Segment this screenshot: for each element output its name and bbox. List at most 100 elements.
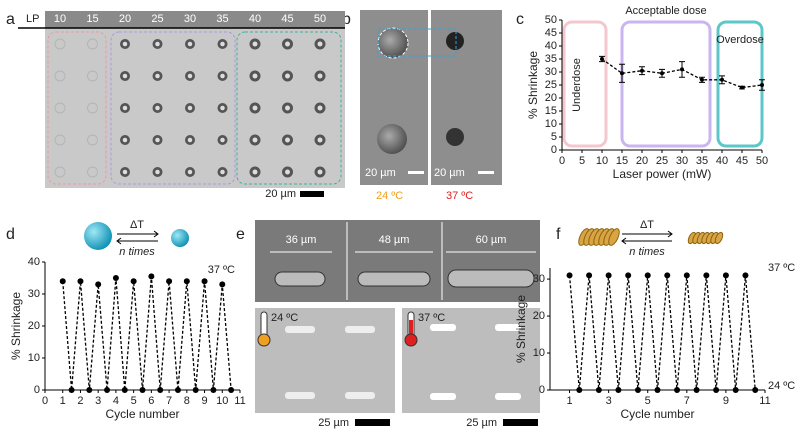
- particle: [378, 28, 408, 58]
- region-box: [236, 31, 342, 185]
- data-point: [600, 57, 604, 61]
- y-tick-label: 45: [545, 27, 557, 39]
- x-tick-label: 4: [113, 395, 119, 407]
- particle-core: [252, 105, 258, 111]
- particle-core: [317, 73, 323, 79]
- data-point: [201, 278, 208, 285]
- particle-core: [155, 73, 160, 79]
- data-point: [68, 387, 75, 393]
- lp-value: 15: [86, 13, 98, 25]
- x-tick-label: 45: [736, 155, 748, 167]
- thermometer: [404, 333, 418, 347]
- x-tick-label: 6: [148, 395, 154, 407]
- data-point: [640, 68, 644, 73]
- x-tick-label: 3: [95, 395, 101, 407]
- y-tick-label: 35: [545, 53, 557, 65]
- y-tick-label: 15: [545, 105, 557, 117]
- arrow-head: [153, 230, 159, 238]
- particle-core: [122, 73, 128, 79]
- x-tick-label: 1: [566, 395, 572, 407]
- scale-label: 20 µm: [265, 188, 296, 200]
- data-point: [654, 387, 661, 393]
- lp-value: 30: [184, 13, 196, 25]
- data-point: [722, 272, 729, 279]
- data-point: [59, 278, 66, 285]
- particle-core: [187, 169, 193, 175]
- data-point: [605, 272, 612, 279]
- data-point: [644, 272, 651, 279]
- x-tick-label: 15: [616, 155, 628, 167]
- x-axis-label: Cycle number: [620, 407, 694, 421]
- particle-core: [122, 105, 128, 111]
- x-tick-label: 5: [131, 395, 137, 407]
- particle-core: [187, 73, 193, 79]
- particle: [54, 166, 66, 178]
- data-point: [228, 387, 235, 393]
- data-point: [660, 71, 664, 76]
- y-tick-label: 50: [545, 14, 557, 26]
- region: [620, 20, 712, 148]
- particle: [87, 38, 98, 50]
- x-tick-label: 50: [756, 155, 768, 167]
- data-point: [112, 275, 119, 281]
- helix: [285, 326, 315, 333]
- annotation: 24 ºC: [768, 380, 795, 392]
- data-point: [95, 281, 102, 288]
- length-label: 60 µm: [476, 234, 507, 246]
- data-point: [130, 278, 137, 285]
- sphere: [171, 229, 189, 247]
- helix: [495, 324, 521, 331]
- x-tick-label: 30: [676, 155, 688, 167]
- scale-bar: [503, 419, 538, 426]
- particle-core: [317, 41, 323, 47]
- data-point: [720, 77, 724, 82]
- particle-core: [285, 73, 290, 79]
- data-point: [713, 387, 720, 393]
- y-tick-label: 30: [545, 66, 557, 78]
- y-tick-label: 0: [551, 144, 557, 156]
- particle: [87, 102, 98, 114]
- data-point: [680, 67, 684, 72]
- lp-label: LP: [26, 13, 39, 25]
- data-point: [139, 387, 146, 393]
- particle-core: [252, 73, 258, 79]
- panel-label: c: [516, 11, 524, 28]
- data-point: [664, 272, 671, 279]
- length-label: 48 µm: [379, 234, 410, 246]
- helix-turn: [608, 228, 620, 246]
- particle-core: [317, 169, 323, 175]
- particle-core: [252, 137, 258, 143]
- data-point: [732, 387, 739, 393]
- data-point: [86, 387, 93, 393]
- scale-label: 20 µm: [365, 167, 396, 179]
- scale-label: 25 µm: [318, 417, 349, 429]
- data-point: [576, 387, 583, 393]
- particle-core: [220, 41, 225, 47]
- data-point: [625, 272, 632, 279]
- lp-value: 25: [151, 13, 163, 25]
- particle-core: [155, 105, 160, 111]
- times-label: n times: [629, 246, 665, 258]
- x-tick-label: 0: [559, 155, 565, 167]
- y-tick-label: 10: [533, 347, 545, 359]
- data-point: [104, 387, 111, 393]
- x-tick-label: 11: [234, 395, 245, 407]
- x-tick-label: 35: [696, 155, 708, 167]
- particle-core: [285, 137, 290, 143]
- particle-core: [220, 169, 225, 175]
- particle-core: [187, 105, 193, 111]
- y-tick-label: 40: [28, 256, 40, 268]
- data-point: [219, 281, 226, 288]
- x-tick-label: 2: [77, 395, 83, 407]
- data-point: [693, 387, 700, 393]
- x-tick-label: 7: [684, 395, 690, 407]
- panel-f-icon: ΔT n times: [578, 219, 724, 258]
- particle-core: [285, 105, 290, 111]
- scale-bar: [300, 191, 324, 197]
- particle-core: [122, 41, 128, 47]
- lp-value: 20: [119, 13, 131, 25]
- data-point: [595, 387, 602, 393]
- particle-core: [122, 169, 128, 175]
- particle-core: [155, 169, 160, 175]
